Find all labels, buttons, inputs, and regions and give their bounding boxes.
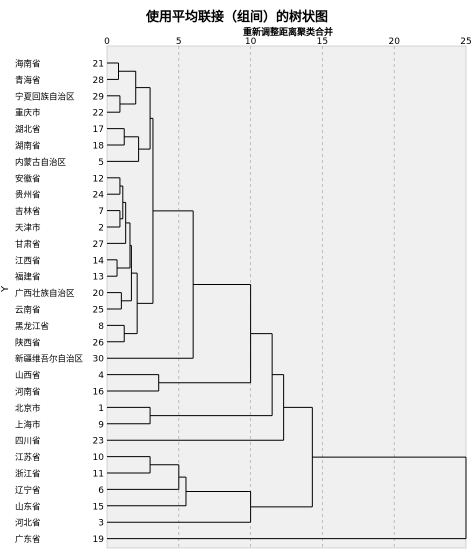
leaf-id: 28 bbox=[93, 76, 105, 86]
leaf-id: 25 bbox=[93, 306, 104, 316]
leaf-id: 22 bbox=[93, 109, 104, 119]
leaf-id: 17 bbox=[93, 125, 104, 135]
leaf-id: 9 bbox=[98, 420, 104, 430]
leaf-name: 陕西省 bbox=[15, 337, 41, 348]
leaf-id: 3 bbox=[98, 519, 104, 529]
leaf-id: 10 bbox=[93, 453, 105, 463]
x-tick-label-25: 25 bbox=[460, 37, 471, 47]
x-tick-label-0: 0 bbox=[104, 37, 110, 47]
leaf-name: 青海省 bbox=[15, 75, 41, 86]
leaf-name: 湖北省 bbox=[15, 124, 41, 135]
leaf-id: 27 bbox=[93, 240, 104, 250]
leaf-id: 6 bbox=[98, 486, 104, 496]
leaf-name: 河南省 bbox=[15, 387, 41, 398]
leaf-name: 甘肃省 bbox=[15, 239, 41, 250]
x-tick-label-15: 15 bbox=[317, 37, 328, 47]
leaf-id: 26 bbox=[93, 338, 105, 348]
leaf-name: 重庆市 bbox=[15, 108, 41, 119]
leaf-id: 21 bbox=[93, 60, 104, 70]
x-tick-label-20: 20 bbox=[388, 37, 400, 47]
leaf-name: 云南省 bbox=[15, 305, 41, 316]
leaf-id: 30 bbox=[93, 355, 105, 365]
leaf-id: 19 bbox=[93, 535, 105, 545]
leaf-name: 内蒙古自治区 bbox=[15, 157, 67, 168]
leaf-name: 浙江省 bbox=[15, 469, 41, 480]
leaf-name: 广东省 bbox=[15, 534, 41, 545]
leaf-id: 13 bbox=[93, 273, 104, 283]
leaf-id: 15 bbox=[93, 502, 104, 512]
plot-background bbox=[106, 45, 467, 549]
leaf-id: 2 bbox=[98, 224, 104, 234]
leaf-id: 18 bbox=[93, 142, 105, 152]
leaf-id: 11 bbox=[93, 470, 104, 480]
x-tick-label-5: 5 bbox=[176, 37, 182, 47]
leaf-id: 16 bbox=[93, 388, 105, 398]
leaf-name: 新疆维吾尔自治区 bbox=[15, 354, 84, 365]
leaf-id: 8 bbox=[98, 322, 104, 332]
leaf-name: 辽宁省 bbox=[15, 485, 41, 496]
leaf-name: 北京市 bbox=[15, 403, 41, 414]
leaf-name: 江西省 bbox=[15, 255, 41, 266]
leaf-name: 上海市 bbox=[15, 419, 41, 430]
leaf-name: 江苏省 bbox=[15, 452, 41, 463]
leaf-id: 1 bbox=[98, 404, 104, 414]
leaf-name: 宁夏回族自治区 bbox=[15, 91, 75, 102]
leaf-id: 20 bbox=[93, 289, 105, 299]
leaf-name: 广西壮族自治区 bbox=[15, 288, 75, 299]
leaf-id: 12 bbox=[93, 174, 104, 184]
x-tick-label-10: 10 bbox=[245, 37, 257, 47]
leaf-name: 山西省 bbox=[15, 370, 41, 381]
leaf-name: 河北省 bbox=[15, 518, 41, 529]
chart-title: 使用平均联接（组间）的树状图 bbox=[145, 10, 328, 25]
leaf-id: 29 bbox=[93, 92, 105, 102]
leaf-name: 海南省 bbox=[15, 59, 41, 70]
leaf-name: 福建省 bbox=[15, 272, 41, 283]
leaf-name: 四川省 bbox=[15, 436, 41, 447]
leaf-name: 安徽省 bbox=[15, 173, 41, 184]
leaf-id: 14 bbox=[93, 256, 105, 266]
leaf-id: 5 bbox=[98, 158, 104, 168]
leaf-name: 黑龙江省 bbox=[15, 321, 50, 332]
leaf-id: 24 bbox=[93, 191, 105, 201]
leaf-id: 4 bbox=[98, 371, 104, 381]
leaf-name: 山东省 bbox=[15, 501, 41, 512]
chart-subtitle: 重新调整距离聚类合并 bbox=[242, 28, 333, 38]
leaf-id: 7 bbox=[98, 207, 104, 217]
leaf-name: 贵州省 bbox=[15, 190, 41, 201]
leaf-name: 湖南省 bbox=[15, 141, 41, 152]
leaf-name: 天津市 bbox=[15, 223, 41, 234]
leaf-id: 23 bbox=[93, 437, 104, 447]
leaf-name: 吉林省 bbox=[15, 206, 41, 217]
